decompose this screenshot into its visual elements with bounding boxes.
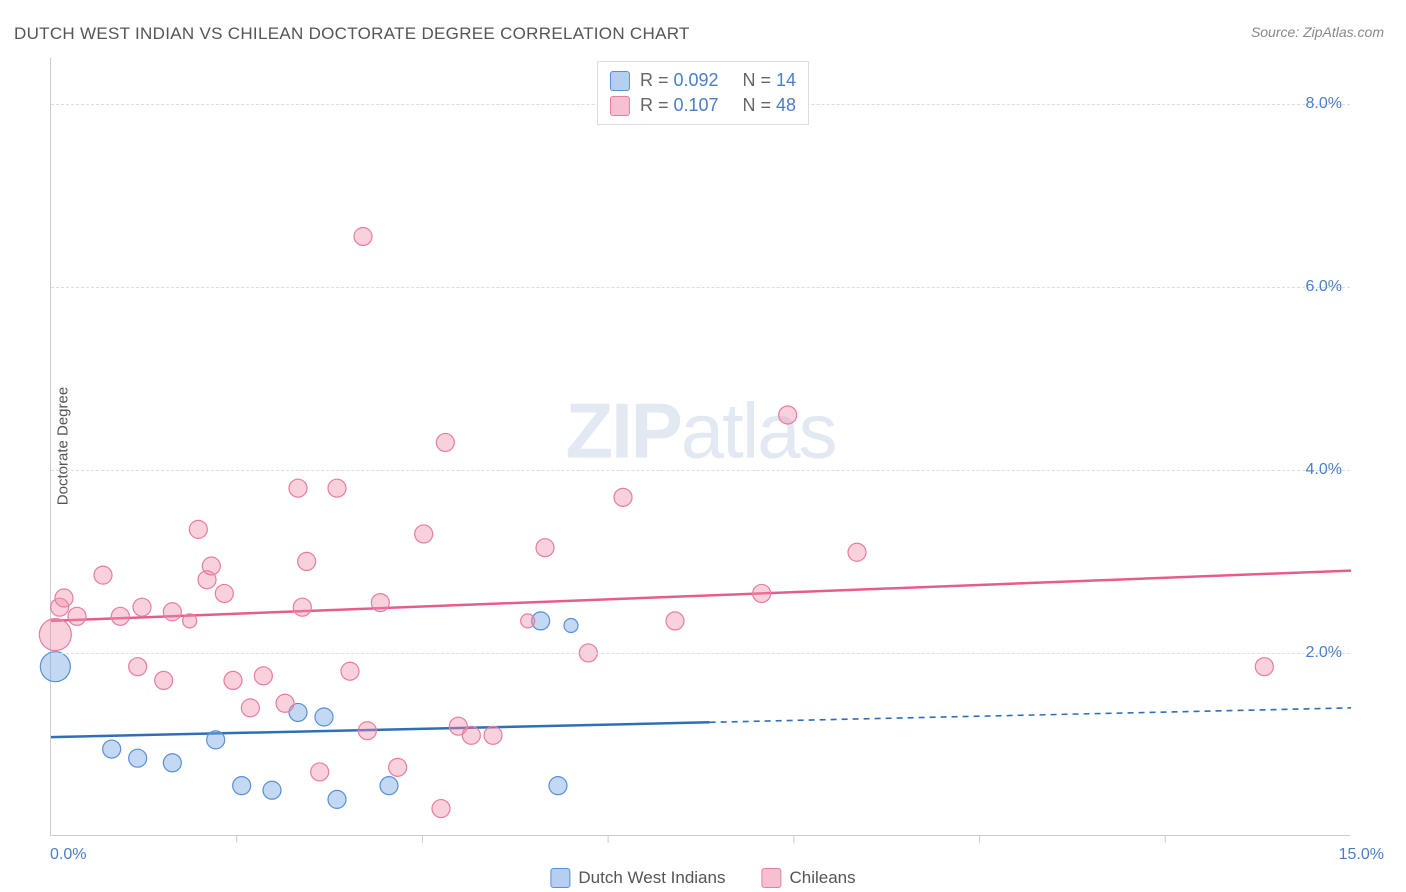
data-point [521, 614, 535, 628]
data-point [129, 749, 147, 767]
data-point [328, 790, 346, 808]
data-point [358, 722, 376, 740]
data-point [183, 614, 197, 628]
data-point [276, 694, 294, 712]
data-point [189, 520, 207, 538]
trend-line [51, 571, 1351, 621]
data-point [462, 726, 480, 744]
data-point [163, 603, 181, 621]
legend-label: Dutch West Indians [578, 868, 725, 888]
data-point [779, 406, 797, 424]
data-point [39, 619, 71, 651]
data-point [207, 731, 225, 749]
legend-n: N = 14 [743, 70, 797, 91]
gridline [51, 653, 1350, 654]
data-point [233, 777, 251, 795]
data-point [484, 726, 502, 744]
data-point [549, 777, 567, 795]
data-point [202, 557, 220, 575]
source-attribution: Source: ZipAtlas.com [1251, 24, 1384, 40]
data-point [436, 433, 454, 451]
x-tick-label: 15.0% [1339, 846, 1384, 864]
data-point [129, 658, 147, 676]
data-point [163, 754, 181, 772]
legend-r: R = 0.092 [640, 70, 719, 91]
data-point [215, 584, 233, 602]
x-tick-label: 0.0% [50, 846, 86, 864]
legend-n: N = 48 [743, 95, 797, 116]
data-point [40, 652, 70, 682]
data-point [155, 671, 173, 689]
legend-swatch [761, 868, 781, 888]
legend-correlation: R = 0.092 N = 14 R = 0.107 N = 48 [597, 61, 809, 125]
data-point [133, 598, 151, 616]
gridline [51, 287, 1350, 288]
data-point [289, 479, 307, 497]
legend-series: Dutch West Indians Chileans [550, 868, 855, 888]
data-point [103, 740, 121, 758]
data-point [753, 584, 771, 602]
data-point [311, 763, 329, 781]
data-point [380, 777, 398, 795]
data-point [614, 488, 632, 506]
data-point [666, 612, 684, 630]
legend-item: Chileans [761, 868, 855, 888]
legend-swatch [610, 71, 630, 91]
plot-svg [51, 58, 1350, 835]
data-point [354, 227, 372, 245]
legend-swatch [550, 868, 570, 888]
data-point [536, 539, 554, 557]
legend-row: R = 0.107 N = 48 [610, 93, 796, 118]
trend-line-ext [710, 708, 1351, 722]
legend-label: Chileans [789, 868, 855, 888]
data-point [298, 552, 316, 570]
legend-r: R = 0.107 [640, 95, 719, 116]
data-point [415, 525, 433, 543]
gridline [51, 470, 1350, 471]
data-point [55, 589, 73, 607]
y-tick-label: 8.0% [1306, 95, 1342, 113]
data-point [224, 671, 242, 689]
chart-title: DUTCH WEST INDIAN VS CHILEAN DOCTORATE D… [14, 24, 690, 44]
data-point [68, 607, 86, 625]
data-point [315, 708, 333, 726]
y-tick-label: 6.0% [1306, 278, 1342, 296]
data-point [241, 699, 259, 717]
data-point [341, 662, 359, 680]
data-point [111, 607, 129, 625]
plot-area: ZIPatlas 2.0%4.0%6.0%8.0% [50, 58, 1350, 836]
data-point [389, 758, 407, 776]
data-point [254, 667, 272, 685]
data-point [1255, 658, 1273, 676]
data-point [564, 618, 578, 632]
legend-item: Dutch West Indians [550, 868, 725, 888]
data-point [328, 479, 346, 497]
data-point [432, 800, 450, 818]
data-point [848, 543, 866, 561]
legend-row: R = 0.092 N = 14 [610, 68, 796, 93]
trend-line [51, 722, 710, 737]
data-point [94, 566, 112, 584]
y-tick-label: 4.0% [1306, 461, 1342, 479]
legend-swatch [610, 96, 630, 116]
data-point [293, 598, 311, 616]
data-point [263, 781, 281, 799]
data-point [371, 594, 389, 612]
y-tick-label: 2.0% [1306, 644, 1342, 662]
